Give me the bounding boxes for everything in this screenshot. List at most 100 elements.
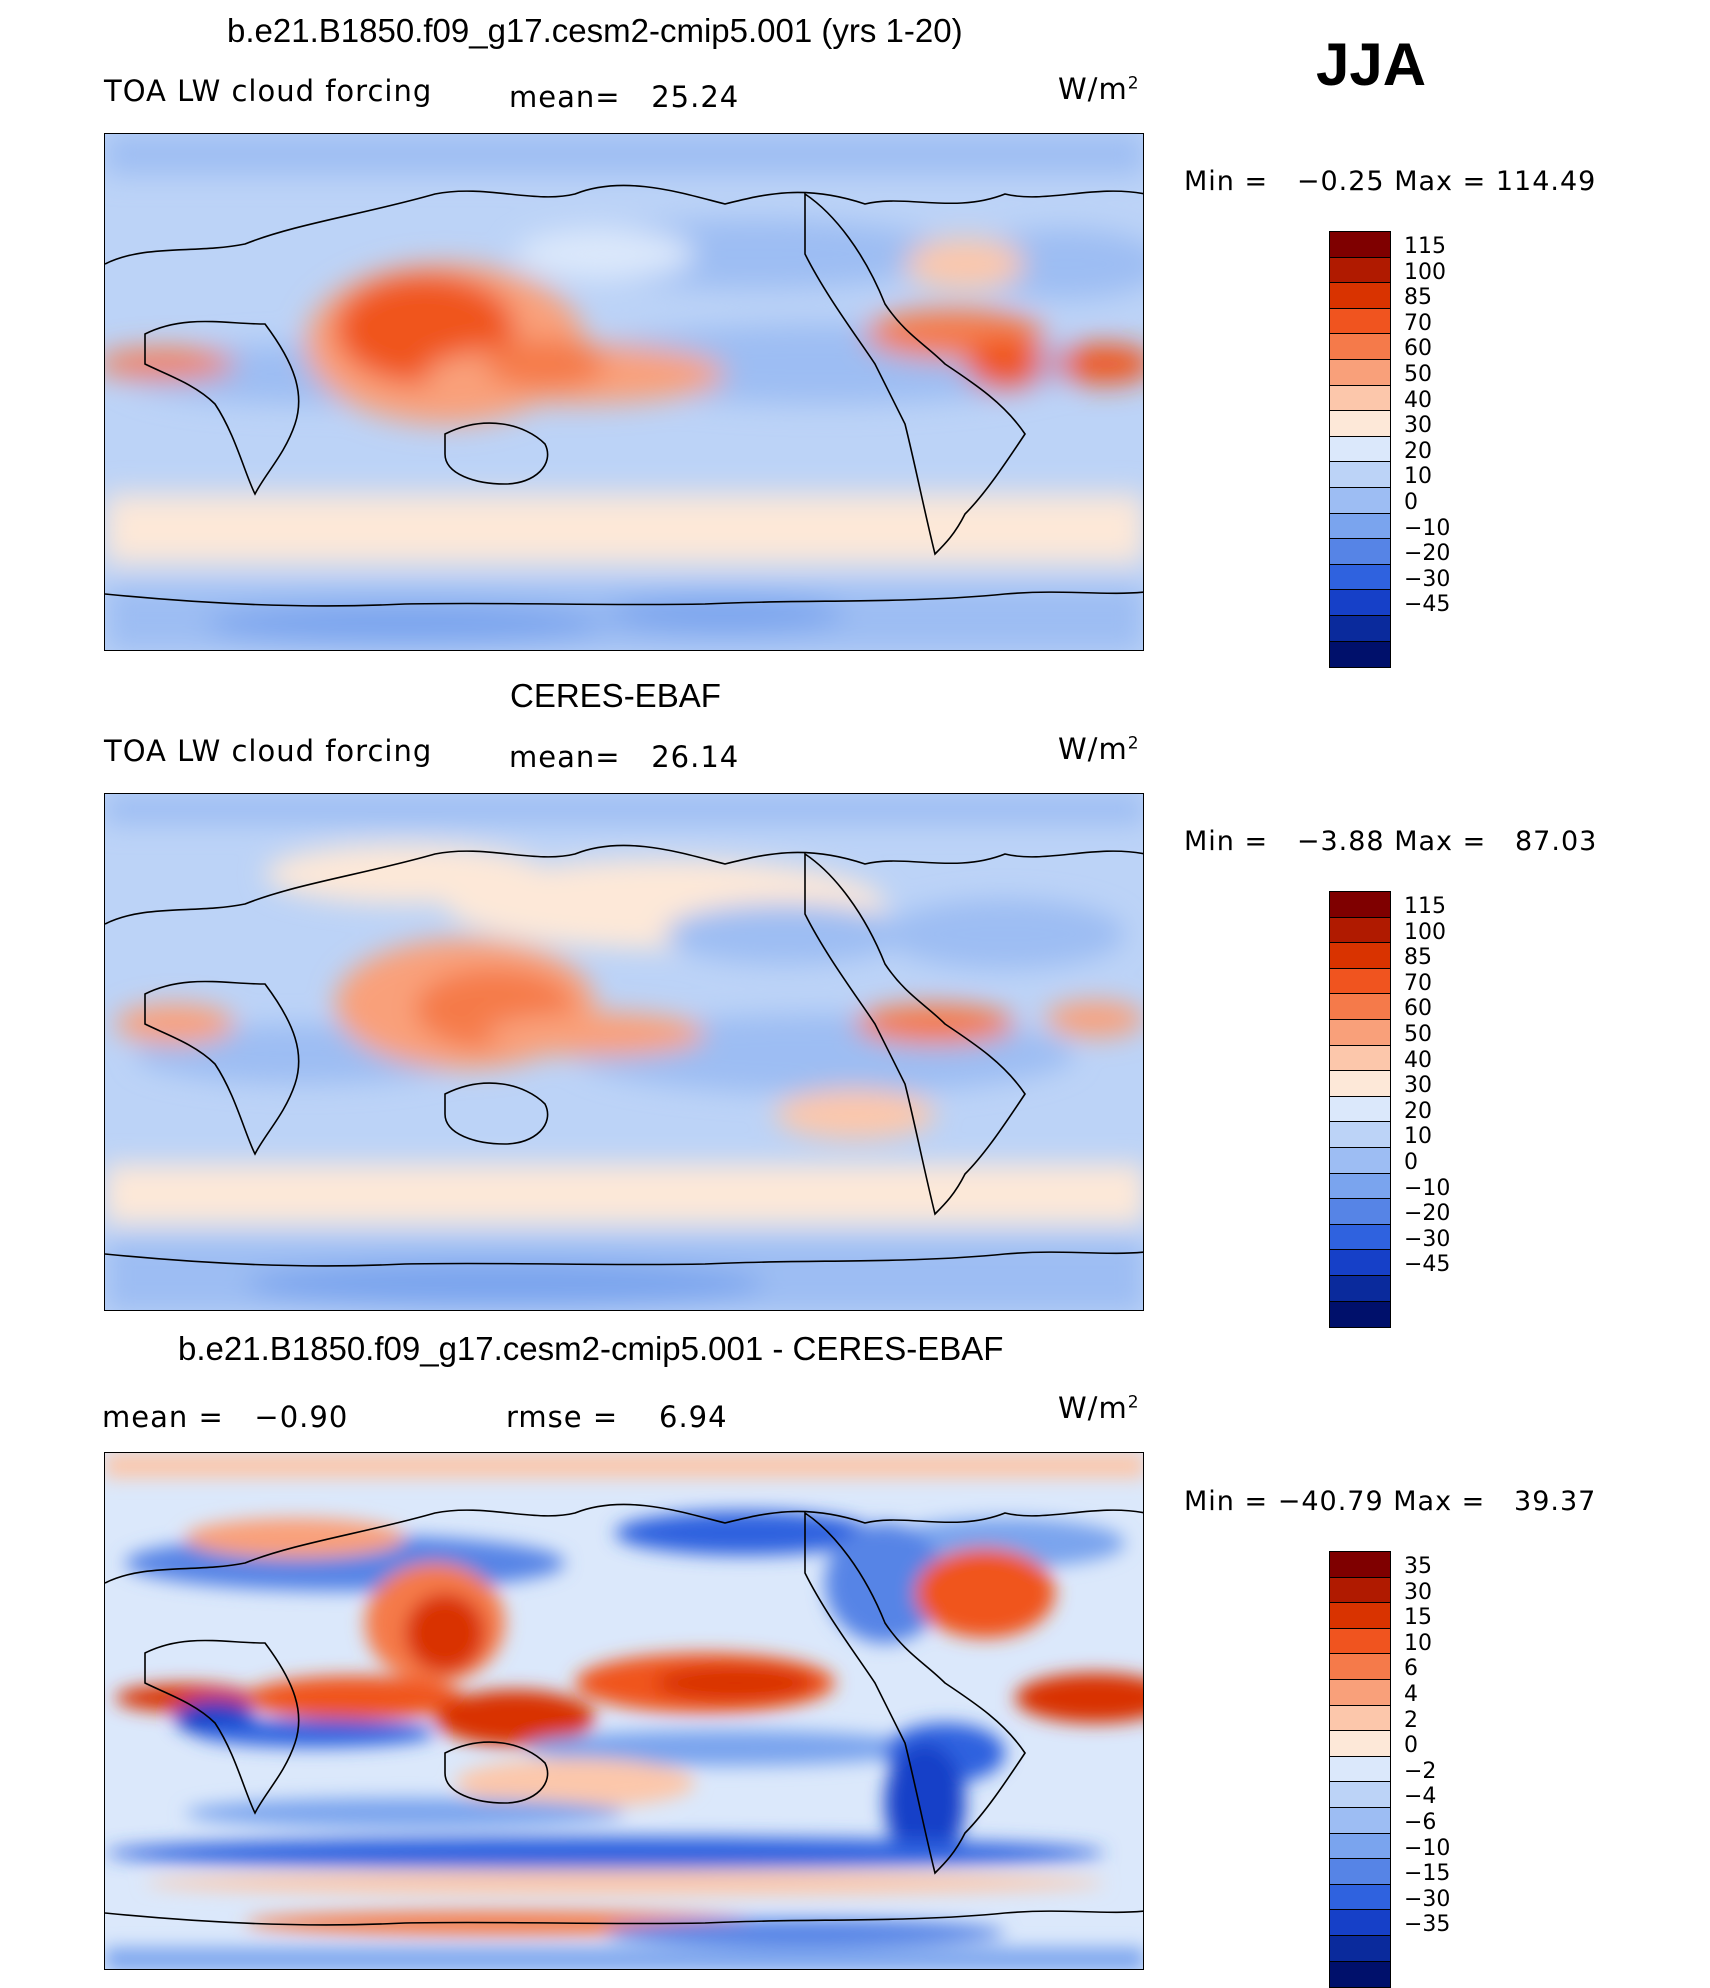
colorbar-diff-swatch-14 xyxy=(1330,1910,1390,1936)
units-base: W/m xyxy=(1058,72,1128,106)
colorbar-diff-swatch-10 xyxy=(1330,1807,1390,1834)
colorbar-model xyxy=(1329,231,1391,669)
colorbar-obs-swatch-7 xyxy=(1330,1071,1390,1097)
rmse-value: 6.94 xyxy=(659,1400,728,1434)
colorbar-diff-swatch-16 xyxy=(1330,1961,1390,1988)
min-value: −3.88 xyxy=(1296,826,1385,857)
colorbar-obs-swatch-10 xyxy=(1330,1147,1390,1174)
colorbar-model-tick-label: 100 xyxy=(1404,259,1446,285)
colorbar-obs-tick-label: 85 xyxy=(1404,945,1432,971)
minmax-model: Min = −0.25 Max = 114.49 xyxy=(1184,166,1596,197)
colorbar-obs-tick-label: 10 xyxy=(1404,1124,1432,1150)
colorbar-diff-swatch-6 xyxy=(1330,1705,1390,1732)
colorbar-obs-swatch-8 xyxy=(1330,1096,1390,1123)
colorbar-obs-swatch-11 xyxy=(1330,1173,1390,1200)
colorbar-obs-swatch-9 xyxy=(1330,1122,1390,1148)
units-base: W/m xyxy=(1058,1391,1128,1425)
colorbar-model-tick-label: −30 xyxy=(1404,566,1451,592)
colorbar-obs-tick-label: 60 xyxy=(1404,996,1432,1022)
units-exponent: 2 xyxy=(1127,733,1140,754)
colorbar-obs-tick-label: −10 xyxy=(1404,1175,1451,1201)
colorbar-diff-tick-label: 15 xyxy=(1404,1605,1432,1631)
season-label: JJA xyxy=(1316,31,1427,98)
max-value: 114.49 xyxy=(1495,166,1597,197)
colorbar-model-tick-label: 10 xyxy=(1404,464,1432,490)
colorbar-diff-swatch-4 xyxy=(1330,1654,1390,1680)
colorbar-diff-tick-label: −35 xyxy=(1404,1912,1451,1938)
colorbar-model-swatch-10 xyxy=(1330,487,1390,514)
colorbar-diff-tick-label: 10 xyxy=(1404,1630,1432,1656)
coastlines xyxy=(105,1503,1143,1926)
colorbar-model-swatch-8 xyxy=(1330,436,1390,463)
colorbar-obs-swatch-16 xyxy=(1330,1301,1390,1328)
min-label: Min = xyxy=(1184,166,1269,197)
max-label: Max = xyxy=(1394,826,1487,857)
min-value: −0.25 xyxy=(1296,166,1385,197)
colorbar-diff-tick-label: 6 xyxy=(1404,1656,1418,1682)
colorbar-diff-swatch-13 xyxy=(1330,1884,1390,1911)
colorbar-model-tick-label: −20 xyxy=(1404,541,1451,567)
colorbar-diff-swatch-1 xyxy=(1330,1577,1390,1604)
colorbar-obs-tick-label: 40 xyxy=(1404,1047,1432,1073)
colorbar-obs-tick-label: 115 xyxy=(1404,894,1446,919)
colorbar-diff-tick-label: 30 xyxy=(1404,1579,1432,1605)
map-model xyxy=(104,133,1144,651)
colorbar-obs-tick-label: 0 xyxy=(1404,1150,1418,1175)
panel-title-obs: CERES-EBAF xyxy=(510,677,721,714)
colorbar-obs-swatch-1 xyxy=(1330,917,1390,944)
colorbar-diff-swatch-8 xyxy=(1330,1756,1390,1783)
colorbar-obs-swatch-3 xyxy=(1330,968,1390,995)
colorbar-model-tick-label: 0 xyxy=(1404,490,1418,515)
min-value: −40.79 xyxy=(1277,1486,1384,1517)
colorbar-model-tick-label: 50 xyxy=(1404,362,1432,387)
colorbar-model-swatch-13 xyxy=(1330,564,1390,591)
colorbar-model-tick-label: 115 xyxy=(1404,234,1446,259)
colorbar-model-tick-label: 60 xyxy=(1404,336,1432,362)
mean-value: 26.14 xyxy=(651,740,740,774)
colorbar-diff-swatch-15 xyxy=(1330,1935,1390,1962)
colorbar-diff-tick-label: 2 xyxy=(1404,1707,1418,1733)
map-obs xyxy=(104,793,1144,1311)
colorbar-obs-tick-label: 30 xyxy=(1404,1073,1432,1099)
colorbar-diff-tick-label: −4 xyxy=(1404,1784,1437,1810)
mean-label: mean= xyxy=(509,80,621,114)
colorbar-obs-swatch-5 xyxy=(1330,1019,1390,1046)
colorbar-obs-swatch-15 xyxy=(1330,1275,1390,1302)
rmse-readout-diff: rmse = 6.94 xyxy=(506,1400,728,1434)
colorbar-obs-swatch-2 xyxy=(1330,943,1390,969)
colorbar-obs-swatch-12 xyxy=(1330,1199,1390,1225)
mean-label: mean= xyxy=(509,740,621,774)
mean-value: 25.24 xyxy=(651,80,740,114)
colorbar-model-swatch-6 xyxy=(1330,385,1390,412)
colorbar-diff-tick-label: −6 xyxy=(1404,1810,1437,1835)
colorbar-obs-tick-label: 50 xyxy=(1404,1022,1432,1047)
colorbar-diff-swatch-12 xyxy=(1330,1859,1390,1885)
panel-title-diff: b.e21.B1850.f09_g17.cesm2-cmip5.001 - CE… xyxy=(178,1330,1004,1367)
mean-readout-obs: mean= 26.14 xyxy=(509,740,739,774)
colorbar-obs-swatch-6 xyxy=(1330,1045,1390,1072)
colorbar-diff-tick-label: 0 xyxy=(1404,1733,1418,1759)
colorbar-model-tick-label: 20 xyxy=(1404,438,1432,464)
colorbar-model-swatch-9 xyxy=(1330,462,1390,488)
colorbar-diff-swatch-2 xyxy=(1330,1603,1390,1629)
colorbar-obs-tick-label: 100 xyxy=(1404,919,1446,945)
colorbar-model-swatch-4 xyxy=(1330,334,1390,360)
units-exponent: 2 xyxy=(1127,1392,1140,1413)
colorbar-model-tick-label: 85 xyxy=(1404,285,1432,311)
colorbar-diff-swatch-11 xyxy=(1330,1833,1390,1860)
colorbar-diff-tick-label: −30 xyxy=(1404,1886,1451,1912)
minmax-obs: Min = −3.88 Max = 87.03 xyxy=(1184,826,1597,857)
colorbar-model-tick-label: 30 xyxy=(1404,413,1432,439)
colorbar-diff-tick-label: −15 xyxy=(1404,1861,1451,1887)
colorbar-obs-swatch-14 xyxy=(1330,1250,1390,1276)
max-value: 87.03 xyxy=(1515,826,1598,857)
units-exponent: 2 xyxy=(1127,73,1140,94)
colorbar-model-swatch-11 xyxy=(1330,513,1390,540)
colorbar-model-tick-label: 70 xyxy=(1404,310,1432,336)
colorbar-obs-swatch-0 xyxy=(1330,892,1390,918)
colorbar-diff-tick-label: 35 xyxy=(1404,1554,1432,1579)
max-label: Max = xyxy=(1394,166,1487,197)
colorbar-obs-swatch-4 xyxy=(1330,994,1390,1020)
mean-readout-model: mean= 25.24 xyxy=(509,80,739,114)
colorbar-model-swatch-0 xyxy=(1330,232,1390,258)
